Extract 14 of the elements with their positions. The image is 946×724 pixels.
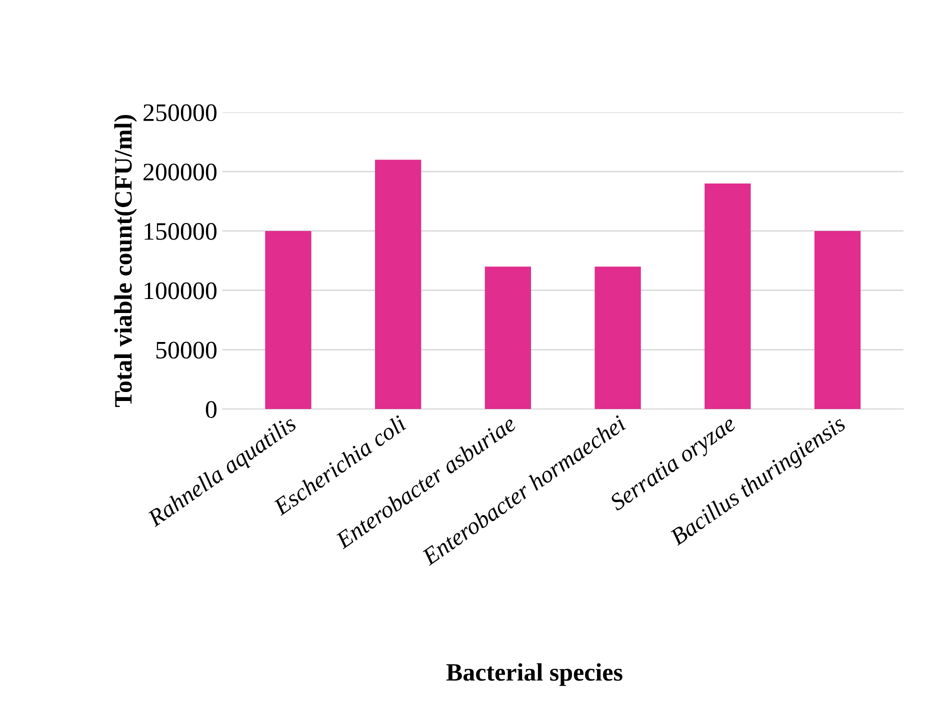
y-tick-label: 250000 xyxy=(144,104,216,122)
bar xyxy=(375,160,422,410)
y-tick-label: 0 xyxy=(206,401,216,418)
bar xyxy=(704,183,751,410)
y-tick-label: 100000 xyxy=(144,282,216,300)
bar xyxy=(484,266,532,410)
bar xyxy=(265,230,312,410)
bar xyxy=(594,266,641,410)
y-tick-label: 200000 xyxy=(144,164,216,181)
bar xyxy=(814,230,861,410)
y-tick-label: 50000 xyxy=(156,342,216,359)
x-axis-title: Bacterial species xyxy=(446,663,622,686)
y-tick-label: 150000 xyxy=(144,223,216,240)
y-axis-title: Total viable count(CFU/ml) xyxy=(114,114,137,408)
